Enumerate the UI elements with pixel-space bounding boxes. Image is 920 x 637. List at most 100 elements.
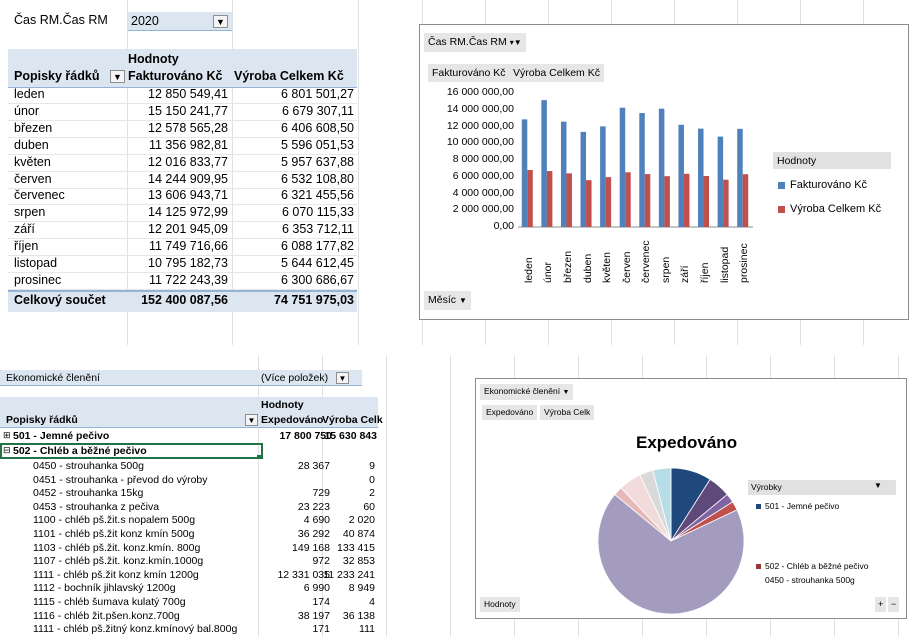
bottom-row-filter-icon[interactable]: ▼ [245, 414, 258, 426]
bar-fakturovano [521, 119, 528, 227]
legend-label-fakturovano: Fakturováno Kč [790, 179, 868, 191]
product-row-label: 1100 - chléb pš.žit.s nopalem 500g [33, 514, 196, 527]
axis-field-label: Měsíc [428, 294, 457, 306]
vyroba-value: 6 353 712,11 [281, 222, 354, 237]
bottom-header-bg [0, 397, 378, 428]
filter-row: Čas RM.Čas RM 2020 ▼ [0, 12, 357, 31]
bottom-legend-item-2b: 0450 - strouhanka 500g [765, 575, 855, 585]
zoom-plus-button[interactable]: + [875, 597, 887, 612]
bar-vyroba [566, 173, 572, 227]
row-label: prosinec [14, 272, 62, 287]
x-tick-label: květen [601, 252, 614, 283]
fakturovano-value: 10 795 182,73 [148, 256, 228, 270]
y-tick-label: 0,00 [493, 220, 514, 232]
fakturovano-value: 12 850 549,41 [148, 87, 228, 101]
y-tick-label: 14 000 000,00 [446, 102, 514, 115]
row-filter-dropdown-icon[interactable]: ▼ [110, 70, 125, 83]
chart-filter-button[interactable]: Čas RM.Čas RM ▾▼ [424, 33, 526, 52]
bar-fakturovano [717, 136, 724, 227]
row-label: březen [14, 120, 53, 135]
y-tick-label: 12 000 000,00 [446, 119, 514, 132]
fakturovano-value: 11 356 982,81 [148, 137, 228, 152]
vyroba-value: 5 596 051,53 [281, 137, 354, 152]
x-tick-label: září [679, 265, 692, 283]
bottom-pivot-chart[interactable]: Ekonomické členění ▼ Expedováno Výroba C… [475, 378, 907, 619]
product-vyroba: 2 [369, 487, 375, 500]
top-sheet-area: Čas RM.Čas RM 2020 ▼ Hodnoty Popisky řád… [0, 0, 864, 345]
bar-fakturovano [619, 107, 626, 227]
x-tick-label: říjen [699, 262, 712, 283]
x-tick-label: březen [561, 250, 574, 283]
bottom-field-button-vyroba[interactable]: Výroba Celk [540, 405, 595, 420]
vyroba-value: 6 070 115,33 [281, 205, 354, 220]
axis-dropdown-icon: ▼ [458, 296, 467, 305]
zoom-minus-button[interactable]: − [888, 597, 900, 612]
legend-swatch-fakturovano [778, 182, 785, 189]
product-vyroba: 9 [369, 460, 375, 472]
filter-value: 2020 [131, 14, 159, 28]
bar-vyroba [625, 172, 631, 227]
total-label: Celkový součet [14, 293, 106, 307]
product-row-label: 1101 - chléb pš.žit konz kmín 500g [33, 528, 195, 540]
bottom-field-button-expedovano[interactable]: Expedováno [482, 405, 538, 420]
total-vyroba: 74 751 975,03 [274, 293, 354, 307]
product-row-label: 1112 - bochník jihlavský 1200g [33, 582, 176, 595]
bar-vyroba [703, 176, 710, 227]
top-pivot-chart[interactable]: Čas RM.Čas RM ▾▼ Fakturováno Kč Výroba C… [419, 24, 909, 320]
bottom-chart-filter-label: Ekonomické členění [484, 386, 561, 396]
bar-vyroba [683, 173, 690, 227]
product-expedovano: 729 [312, 487, 330, 500]
product-vyroba: 4 [369, 596, 375, 608]
product-vyroba: 40 874 [342, 528, 375, 540]
row-labels-header: Popisky řádků [14, 69, 100, 83]
bar-vyroba [546, 171, 553, 227]
product-expedovano: 6 990 [303, 582, 330, 595]
product-expedovano: 28 367 [297, 460, 330, 472]
chart-filter-label: Čas RM.Čas RM [428, 36, 507, 48]
selected-cell-handle[interactable] [257, 455, 261, 459]
x-tick-label: červen [620, 251, 633, 283]
fakturovano-value: 14 244 909,95 [148, 171, 228, 186]
bottom-filter-icon[interactable]: ▼ [336, 372, 349, 384]
pie-title: Expedováno [636, 433, 738, 452]
bar-vyroba [527, 170, 533, 227]
y-tick-label: 6 000 000,00 [452, 169, 514, 182]
bottom-values-button[interactable]: Hodnoty [480, 597, 520, 612]
bottom-legend-dropdown-icon[interactable]: ▼ [874, 481, 882, 490]
y-tick-label: 4 000 000,00 [452, 186, 514, 199]
field-button-vyroba[interactable]: Výroba Celkem Kč [509, 64, 604, 82]
row-label: leden [14, 87, 45, 101]
product-expedovano: 12 331 035 [277, 568, 330, 581]
product-vyroba: 32 853 [342, 555, 375, 568]
row-gridline [8, 136, 357, 138]
pie-chart-plot [597, 467, 745, 615]
expand-collapse-icon[interactable]: ⊞ [3, 430, 11, 440]
bar-fakturovano [560, 121, 567, 227]
axis-field-button[interactable]: Měsíc ▼ [424, 291, 471, 310]
product-row-label: 0452 - strouhanka 15kg [33, 487, 144, 500]
filter-icon[interactable]: ▼ [213, 15, 228, 28]
bottom-chart-filter-button[interactable]: Ekonomické členění ▼ [480, 384, 574, 400]
bottom-filter-value: (Více položek) [261, 372, 329, 384]
row-gridline [8, 187, 357, 189]
product-expedovano: 36 292 [297, 528, 330, 540]
bar-fakturovano [698, 128, 704, 227]
group-label: 502 - Chléb a běžné pečivo [13, 444, 147, 457]
product-expedovano: 4 690 [303, 514, 330, 527]
expand-collapse-icon[interactable]: ⊟ [3, 444, 11, 455]
fakturovano-value: 15 150 241,77 [148, 103, 228, 118]
x-tick-label: prosinec [738, 243, 751, 283]
filter-value-cell[interactable] [128, 12, 232, 31]
filter-dropdown-icon: ▾▼ [509, 38, 522, 47]
product-vyroba: 36 138 [342, 609, 375, 622]
y-tick-label: 16 000 000,00 [446, 86, 514, 98]
bottom-values-header: Hodnoty [261, 399, 304, 411]
x-tick-label: leden [522, 257, 535, 283]
field-button-fakturovano[interactable]: Fakturováno Kč [428, 64, 510, 82]
row-gridline [8, 204, 357, 206]
col2-header: Výroba Celkem Kč [234, 69, 344, 83]
row-gridline [8, 272, 357, 273]
vyroba-value: 6 532 108,80 [281, 171, 354, 186]
product-expedovano: 972 [312, 555, 330, 568]
product-vyroba: 0 [369, 473, 375, 486]
